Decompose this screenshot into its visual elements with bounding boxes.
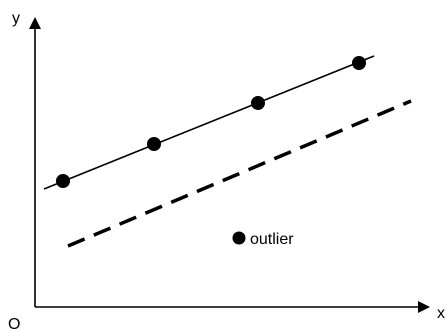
solid-fit-line <box>43 55 375 190</box>
y-axis-label: y <box>12 10 20 27</box>
outlier-point <box>232 231 246 245</box>
data-point-1 <box>56 174 70 188</box>
data-point-3 <box>251 96 265 110</box>
origin-label: O <box>8 316 20 332</box>
data-point-4 <box>352 56 366 70</box>
outlier-label: outlier <box>250 231 294 248</box>
data-point-2 <box>147 137 161 151</box>
x-axis-label: x <box>437 305 445 322</box>
dashed-fit-line <box>67 99 412 248</box>
